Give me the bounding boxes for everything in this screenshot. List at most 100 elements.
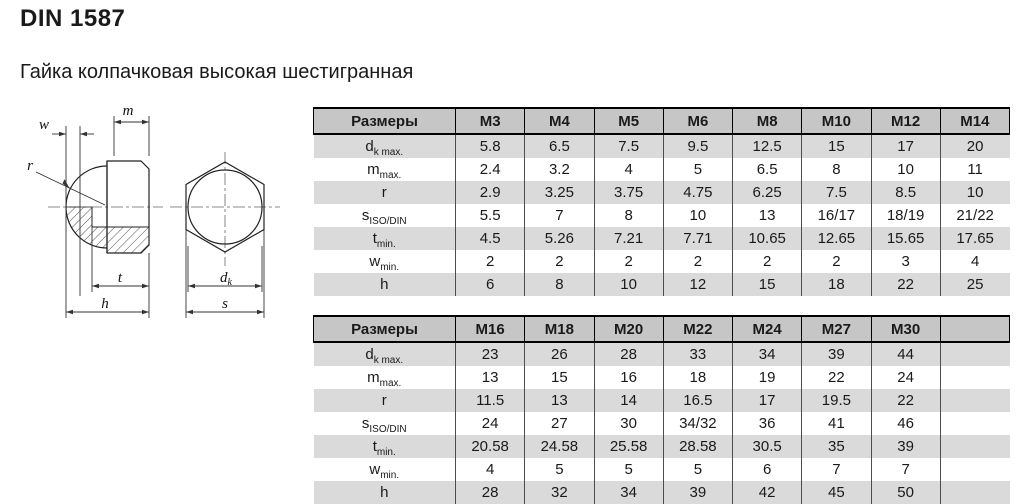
value-cell: 5.26 (524, 227, 595, 250)
value-cell: 5 (594, 458, 664, 481)
value-cell: 2 (455, 250, 526, 273)
column-header: M6 (662, 107, 734, 135)
value-cell: 3 (871, 250, 941, 273)
value-cell: 8 (801, 158, 872, 181)
value-cell: 2 (594, 250, 664, 273)
column-header: M8 (731, 107, 803, 135)
table-row: r 2.9 3.25 3.75 4.75 6.25 7.5 8.5 10 (313, 181, 1010, 204)
value-cell: 33 (663, 342, 734, 366)
value-cell: 25 (966, 276, 984, 293)
value-cell: 42 (732, 481, 803, 504)
value-cell: 8 (594, 204, 664, 227)
row-label: sISO/DIN (313, 412, 456, 435)
table-row: sISO/DIN 5.5 7 8 10 13 16/17 18/19 21/22 (313, 204, 1010, 227)
row-label: h (313, 273, 456, 296)
value-cell: 6 (732, 458, 803, 481)
hex-view (170, 152, 280, 266)
value-cell: 13 (524, 389, 595, 412)
table-row: wmin. 2 2 2 2 2 2 3 4 (313, 250, 1010, 273)
value-cell: 18/19 (871, 204, 941, 227)
table-header-row: Размеры M16 M18 M20 M22 M24 M27 M30 (313, 315, 1011, 343)
table-row: r 11.5 13 14 16.5 17 19.5 22 (313, 389, 1010, 412)
value-cell: 7 (801, 458, 872, 481)
value-cell: 17 (871, 134, 941, 158)
column-header: M27 (801, 315, 872, 343)
value-cell: 16.5 (663, 389, 734, 412)
value-cell: 28 (594, 342, 664, 366)
value-cell: 6.5 (732, 158, 803, 181)
row-label: sISO/DIN (313, 204, 456, 227)
dimensions-table-m16-m30: Размеры M16 M18 M20 M22 M24 M27 M30 dk max. 23 26… (313, 315, 1011, 504)
value-cell: 4.75 (663, 181, 734, 204)
value-cell: 10.65 (732, 227, 803, 250)
value-cell: 27 (524, 412, 595, 435)
dim-label-dk: dk (220, 270, 233, 288)
value-cell: 16 (594, 366, 664, 389)
value-cell: 7.71 (663, 227, 734, 250)
value-cell (940, 481, 1009, 504)
value-cell: 7.5 (594, 134, 664, 158)
dim-label-s: s (222, 296, 228, 312)
hex-view-dimensions (185, 230, 265, 318)
value-cell: 44 (871, 342, 941, 366)
column-header: M18 (524, 315, 595, 343)
value-cell: 16/17 (801, 204, 872, 227)
value-cell: 15 (801, 134, 872, 158)
value-cell: 7.21 (594, 227, 664, 250)
row-label: h (313, 481, 456, 504)
value-cell: 45 (801, 481, 872, 504)
column-header: M20 (593, 315, 664, 343)
column-header: M5 (593, 107, 664, 135)
row-label: mmax. (313, 158, 456, 181)
value-cell (940, 458, 1009, 481)
value-cell: 15.65 (871, 227, 941, 250)
value-cell: 24 (455, 412, 526, 435)
table-row: tmin. 4.5 5.26 7.21 7.71 10.65 12.65 15.65 17.65 (313, 227, 1010, 250)
value-cell: 2 (801, 250, 872, 273)
value-cell: 46 (871, 412, 941, 435)
value-cell: 11 (967, 161, 983, 178)
value-cell: 7.5 (801, 181, 872, 204)
row-label: dk max. (313, 342, 456, 366)
value-cell: 8.5 (871, 181, 941, 204)
value-cell: 5.5 (455, 204, 526, 227)
value-cell: 12.5 (732, 134, 803, 158)
column-header: M4 (524, 107, 595, 135)
column-header: M30 (870, 315, 941, 343)
dim-label-h: h (101, 296, 109, 312)
sizes-header-cell: Размеры (313, 315, 456, 343)
table-row: tmin. 20.58 24.58 25.58 28.58 30.5 35 39 (313, 435, 1010, 458)
value-cell: 32 (524, 481, 595, 504)
side-view-dimensions (35, 116, 150, 318)
dim-label-m: m (123, 103, 134, 119)
dim-label-t: t (118, 270, 123, 286)
value-cell (940, 412, 1009, 435)
value-cell: 5 (663, 158, 734, 181)
value-cell: 35 (801, 435, 872, 458)
value-cell: 7 (871, 458, 941, 481)
value-cell: 34/32 (663, 412, 734, 435)
value-cell: 10 (871, 158, 941, 181)
value-cell: 39 (663, 481, 734, 504)
value-cell: 14 (594, 389, 664, 412)
table-row: dk max. 23 26 28 33 34 39 44 (313, 342, 1010, 366)
table-row: dk max. 5.8 6.5 7.5 9.5 12.5 15 17 20 (313, 134, 1010, 158)
column-header: M22 (662, 315, 734, 343)
value-cell: 22 (871, 389, 941, 412)
row-label: wmin. (313, 250, 456, 273)
value-cell: 9.5 (663, 134, 734, 158)
value-cell: 39 (871, 435, 941, 458)
column-header (939, 315, 1011, 343)
value-cell: 28.58 (663, 435, 734, 458)
value-cell: 41 (801, 412, 872, 435)
value-cell: 30 (594, 412, 664, 435)
value-cell: 22 (871, 273, 941, 296)
value-cell: 5.8 (455, 134, 526, 158)
value-cell: 12 (663, 273, 734, 296)
table-row: h 28 32 34 39 42 45 50 (313, 481, 1010, 504)
row-label: tmin. (313, 227, 456, 250)
value-cell: 17 (732, 389, 803, 412)
dim-label-r: r (27, 158, 33, 174)
value-cell: 3.2 (524, 158, 595, 181)
